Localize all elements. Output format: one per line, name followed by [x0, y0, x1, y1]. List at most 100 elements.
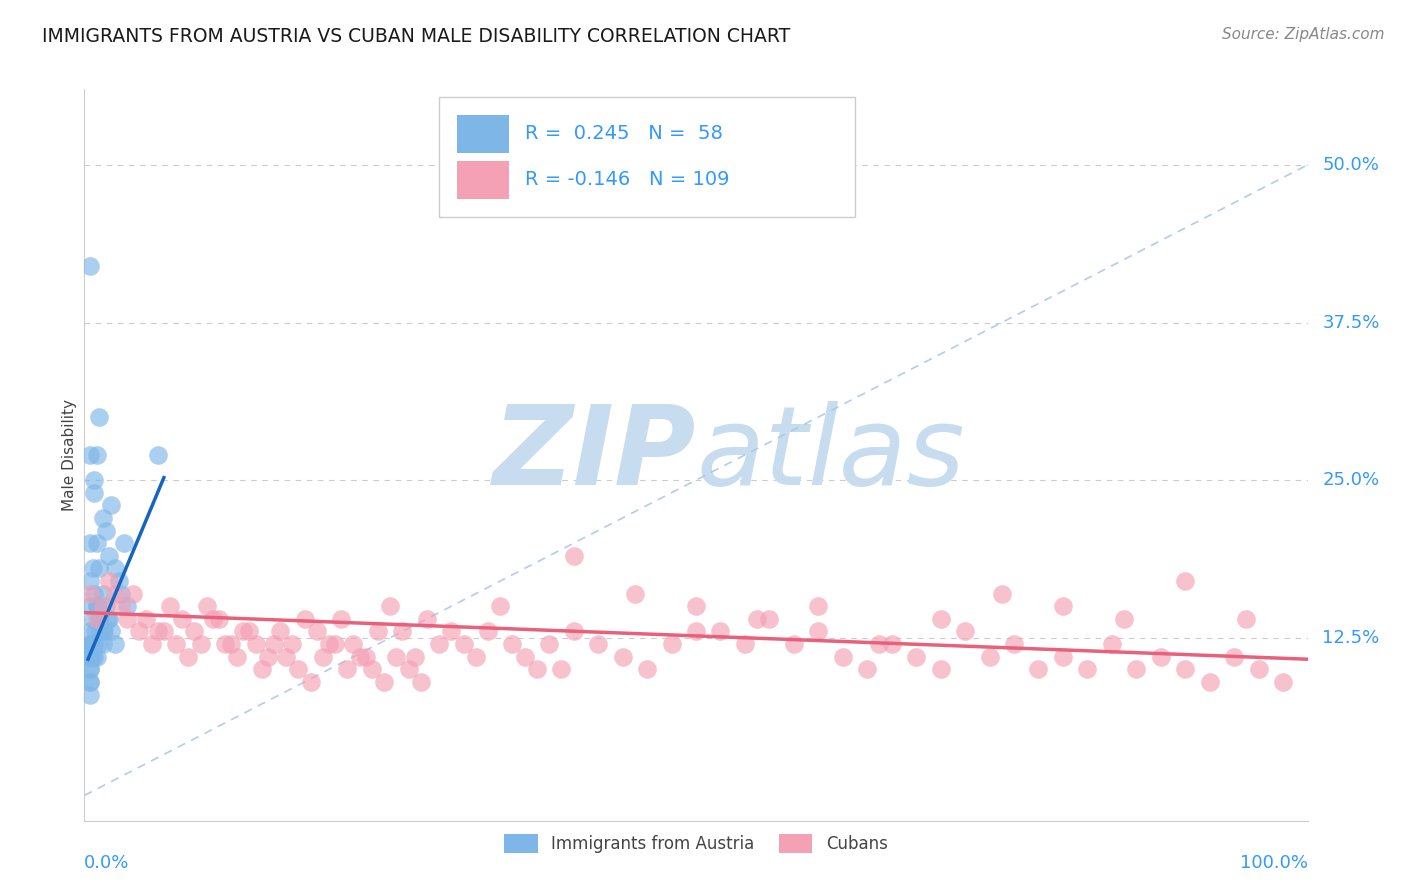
Point	[1052, 649, 1074, 664]
Point	[318, 637, 340, 651]
Point	[97, 612, 120, 626]
Point	[86, 536, 108, 550]
FancyBboxPatch shape	[439, 96, 855, 218]
Point	[373, 674, 395, 689]
Point	[349, 649, 371, 664]
Point	[172, 612, 194, 626]
Point	[245, 637, 267, 651]
Legend: Immigrants from Austria, Cubans: Immigrants from Austria, Cubans	[498, 827, 894, 860]
Y-axis label: Male Disability: Male Disability	[62, 399, 77, 511]
Point	[330, 612, 353, 626]
Point	[82, 561, 104, 575]
Point	[489, 599, 512, 614]
Point	[146, 624, 169, 639]
Point	[91, 599, 114, 614]
Point	[79, 536, 101, 550]
Point	[83, 587, 105, 601]
Point	[1174, 574, 1197, 588]
Point	[100, 499, 122, 513]
Point	[880, 637, 903, 651]
Point	[612, 649, 634, 664]
Point	[91, 637, 114, 651]
Point	[477, 624, 499, 639]
Point	[159, 599, 181, 614]
Point	[409, 674, 432, 689]
Point	[87, 637, 110, 651]
Point	[257, 649, 280, 664]
Point	[1272, 674, 1295, 689]
Point	[86, 612, 108, 626]
Point	[1076, 662, 1098, 676]
Point	[183, 624, 205, 639]
Point	[115, 612, 138, 626]
Point	[367, 624, 389, 639]
Text: Source: ZipAtlas.com: Source: ZipAtlas.com	[1222, 27, 1385, 42]
Point	[79, 649, 101, 664]
Point	[1114, 612, 1136, 626]
Point	[122, 587, 145, 601]
Point	[1125, 662, 1147, 676]
Point	[1198, 674, 1220, 689]
Point	[83, 485, 105, 500]
Point	[323, 637, 346, 651]
Point	[107, 574, 129, 588]
Text: 25.0%: 25.0%	[1322, 471, 1379, 489]
Point	[96, 524, 118, 538]
Point	[141, 637, 163, 651]
Point	[624, 587, 647, 601]
Point	[905, 649, 928, 664]
Point	[195, 599, 218, 614]
Point	[276, 649, 298, 664]
Point	[79, 599, 101, 614]
Point	[391, 624, 413, 639]
Point	[91, 511, 114, 525]
Point	[342, 637, 364, 651]
Point	[97, 549, 120, 563]
Point	[661, 637, 683, 651]
Point	[86, 649, 108, 664]
Point	[79, 574, 101, 588]
Point	[294, 612, 316, 626]
Point	[1052, 599, 1074, 614]
Point	[146, 448, 169, 462]
Point	[453, 637, 475, 651]
Point	[299, 674, 322, 689]
Point	[79, 649, 101, 664]
Point	[807, 624, 830, 639]
Point	[586, 637, 609, 651]
Point	[513, 649, 536, 664]
Point	[929, 662, 952, 676]
Point	[82, 637, 104, 651]
Point	[1028, 662, 1050, 676]
Point	[87, 561, 110, 575]
Point	[1247, 662, 1270, 676]
Point	[807, 599, 830, 614]
Text: 12.5%: 12.5%	[1322, 629, 1379, 647]
Point	[1101, 637, 1123, 651]
Point	[87, 612, 110, 626]
Point	[1150, 649, 1173, 664]
Point	[83, 473, 105, 487]
Text: IMMIGRANTS FROM AUSTRIA VS CUBAN MALE DISABILITY CORRELATION CHART: IMMIGRANTS FROM AUSTRIA VS CUBAN MALE DI…	[42, 27, 790, 45]
Point	[380, 599, 402, 614]
Point	[153, 624, 176, 639]
Point	[83, 649, 105, 664]
Point	[238, 624, 260, 639]
Point	[783, 637, 806, 651]
Point	[953, 624, 976, 639]
Point	[526, 662, 548, 676]
Point	[232, 624, 254, 639]
Point	[89, 612, 111, 626]
Point	[550, 662, 572, 676]
Point	[128, 624, 150, 639]
Point	[79, 637, 101, 651]
Point	[110, 599, 132, 614]
Point	[427, 637, 450, 651]
Point	[104, 587, 127, 601]
Point	[93, 624, 115, 639]
Point	[80, 637, 103, 651]
Point	[84, 624, 107, 639]
Point	[464, 649, 486, 664]
Point	[869, 637, 891, 651]
Text: 37.5%: 37.5%	[1322, 313, 1379, 332]
